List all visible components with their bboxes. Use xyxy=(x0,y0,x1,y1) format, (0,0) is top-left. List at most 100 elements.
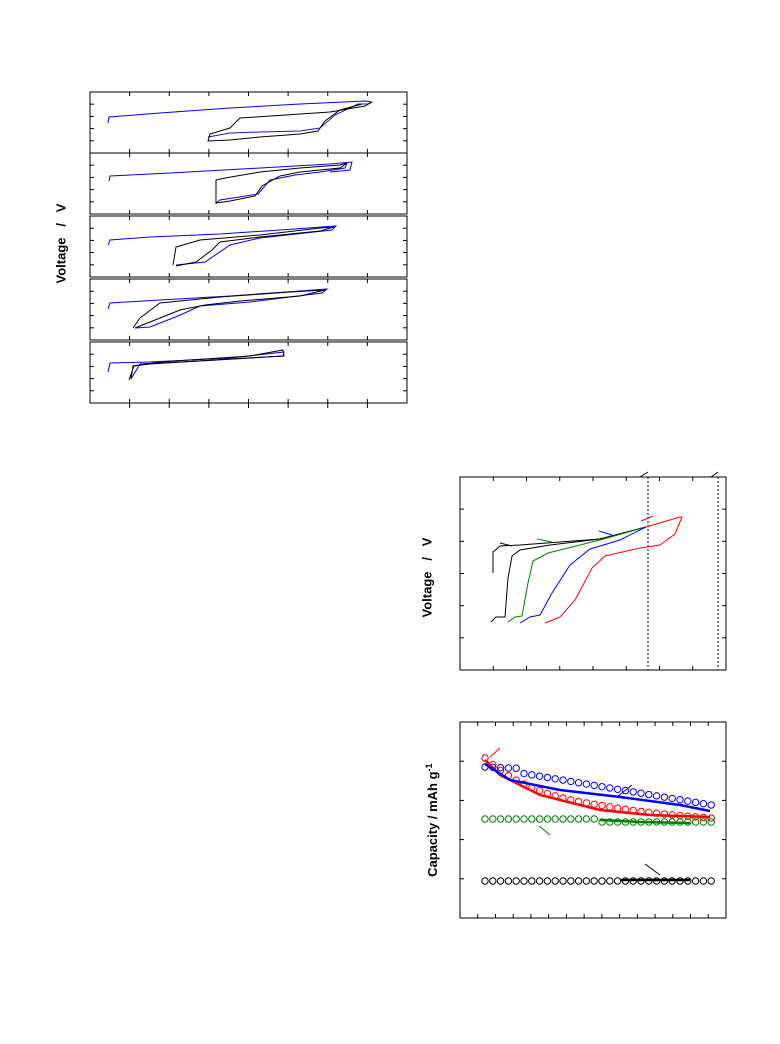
capacity-green-marker xyxy=(504,815,513,823)
capacity-blue-leader xyxy=(616,784,633,798)
voltage-red-leader xyxy=(640,515,654,522)
capacity-black-marker xyxy=(512,877,520,885)
capacity-red-marker xyxy=(606,803,614,811)
voltage-black-leader xyxy=(499,542,513,547)
cycle-panel-2 xyxy=(89,152,408,215)
capacity-blue-marker xyxy=(699,799,708,808)
capacity-blue-marker xyxy=(528,771,536,779)
cycle-panel-4 xyxy=(89,278,408,341)
capacity-green-marker xyxy=(590,815,598,823)
capacity-green-marker xyxy=(606,818,614,826)
capacity-blue-marker xyxy=(691,798,700,807)
voltage-plot-marker-1 xyxy=(639,471,649,478)
panel2-black-line xyxy=(215,162,348,204)
capacity-blue-marker xyxy=(598,782,606,791)
capacity-black-marker xyxy=(551,877,559,885)
capacity-green-leader xyxy=(538,825,551,836)
voltage-plot-frame xyxy=(459,476,727,671)
capacity-black-marker xyxy=(574,877,583,885)
panel4-blue-line xyxy=(107,288,329,329)
capacity-green-marker xyxy=(528,815,536,823)
cycle-panel-3 xyxy=(89,215,408,278)
capacity-black-marker xyxy=(520,877,528,885)
panel5-black-line xyxy=(128,349,285,381)
voltage-plot-marker-2 xyxy=(710,471,719,478)
capacity-black-marker xyxy=(691,877,700,885)
capacity-blue-marker xyxy=(543,773,552,782)
capacity-red-leader xyxy=(489,747,501,758)
capacity-black-marker xyxy=(528,877,536,885)
capacity-blue-marker xyxy=(645,790,653,799)
capacity-red-marker xyxy=(660,810,669,818)
capacity-blue-marker xyxy=(613,785,622,793)
capacity-black-marker xyxy=(535,877,544,885)
capacity-blue-marker xyxy=(567,777,575,786)
capacity-green-marker xyxy=(543,815,552,823)
capacity-red-marker xyxy=(590,800,598,808)
panel2-blue-return xyxy=(215,162,348,204)
capacity-green-marker xyxy=(551,815,559,823)
capacity-black-leader xyxy=(644,863,661,876)
capacity-black-marker xyxy=(699,877,708,885)
capacity-green-marker xyxy=(512,815,520,823)
capacity-black-marker xyxy=(543,877,552,885)
capacity-blue-marker xyxy=(676,796,684,804)
capacity-black-marker xyxy=(496,877,505,885)
panel3-blue-line xyxy=(107,225,338,266)
panel3-black-line xyxy=(172,226,335,267)
capacity-green-marker xyxy=(535,815,544,823)
capacity-green-marker xyxy=(520,815,528,823)
cycle-panel-5 xyxy=(89,341,408,404)
capacity-blue-marker xyxy=(496,763,505,772)
capacity-green-marker xyxy=(707,818,715,826)
capacity-green-marker xyxy=(598,818,606,826)
capacity-red-line xyxy=(484,759,711,819)
capacity-red-marker xyxy=(598,801,606,810)
capacity-black-marker xyxy=(504,877,513,885)
capacity-plot-frame xyxy=(459,721,727,919)
capacity-blue-marker xyxy=(574,779,583,787)
capacity-black-marker xyxy=(567,877,575,885)
voltage-blue-leader xyxy=(598,530,613,536)
voltage-red-curve xyxy=(544,516,683,624)
panel1-black-line xyxy=(207,101,373,142)
capacity-blue-marker xyxy=(668,794,676,803)
voltage-green-curve xyxy=(507,526,647,623)
capacity-black-marker xyxy=(613,877,622,885)
voltage-green-leader xyxy=(536,538,553,543)
capacity-green-marker xyxy=(574,815,583,823)
capacity-blue-marker xyxy=(504,764,513,772)
capacity-blue-marker xyxy=(660,793,669,801)
capacity-green-marker xyxy=(699,818,708,826)
capacity-black-marker xyxy=(606,877,614,885)
capacity-green-marker xyxy=(691,818,700,826)
capacity-black-marker xyxy=(582,877,591,885)
panel4-black-line xyxy=(132,289,326,329)
capacity-blue-line xyxy=(484,762,711,813)
capacity-blue-marker xyxy=(606,784,614,792)
capacity-black-marker xyxy=(481,877,489,885)
capacity-black-marker xyxy=(489,877,497,885)
capacity-black-marker xyxy=(559,877,567,885)
capacity-green-marker xyxy=(489,815,497,823)
capacity-blue-marker xyxy=(621,786,630,795)
capacity-black-marker xyxy=(707,877,715,885)
capacity-blue-marker xyxy=(684,797,692,805)
panel1-blue-return xyxy=(207,101,373,138)
capacity-blue-marker xyxy=(707,801,715,809)
capacity-blue-marker xyxy=(535,772,544,780)
panel2-blue-line xyxy=(108,161,353,182)
capacity-green-marker xyxy=(481,815,489,823)
capacity-blue-marker xyxy=(629,788,637,796)
capacity-green-marker xyxy=(496,815,505,823)
capacity-green-line xyxy=(599,818,691,825)
capacity-blue-marker xyxy=(559,776,567,784)
capacity-blue-marker xyxy=(637,789,645,797)
voltage-black-curve-2 xyxy=(490,526,647,623)
panel1-blue-line xyxy=(107,100,373,124)
capacity-blue-marker xyxy=(590,781,598,790)
capacity-blue-marker xyxy=(582,780,591,788)
capacity-blue-marker xyxy=(652,792,661,800)
capacity-green-marker xyxy=(559,815,567,823)
